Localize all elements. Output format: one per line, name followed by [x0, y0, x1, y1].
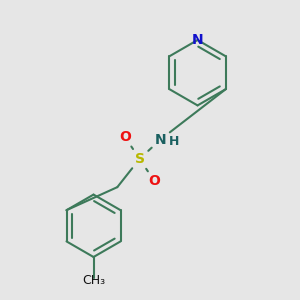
Text: O: O — [148, 174, 160, 188]
Text: O: O — [119, 130, 131, 144]
Text: N: N — [192, 33, 203, 47]
Text: S: S — [135, 152, 145, 166]
Text: CH₃: CH₃ — [82, 274, 105, 287]
Text: H: H — [169, 136, 179, 148]
Text: N: N — [154, 133, 166, 147]
